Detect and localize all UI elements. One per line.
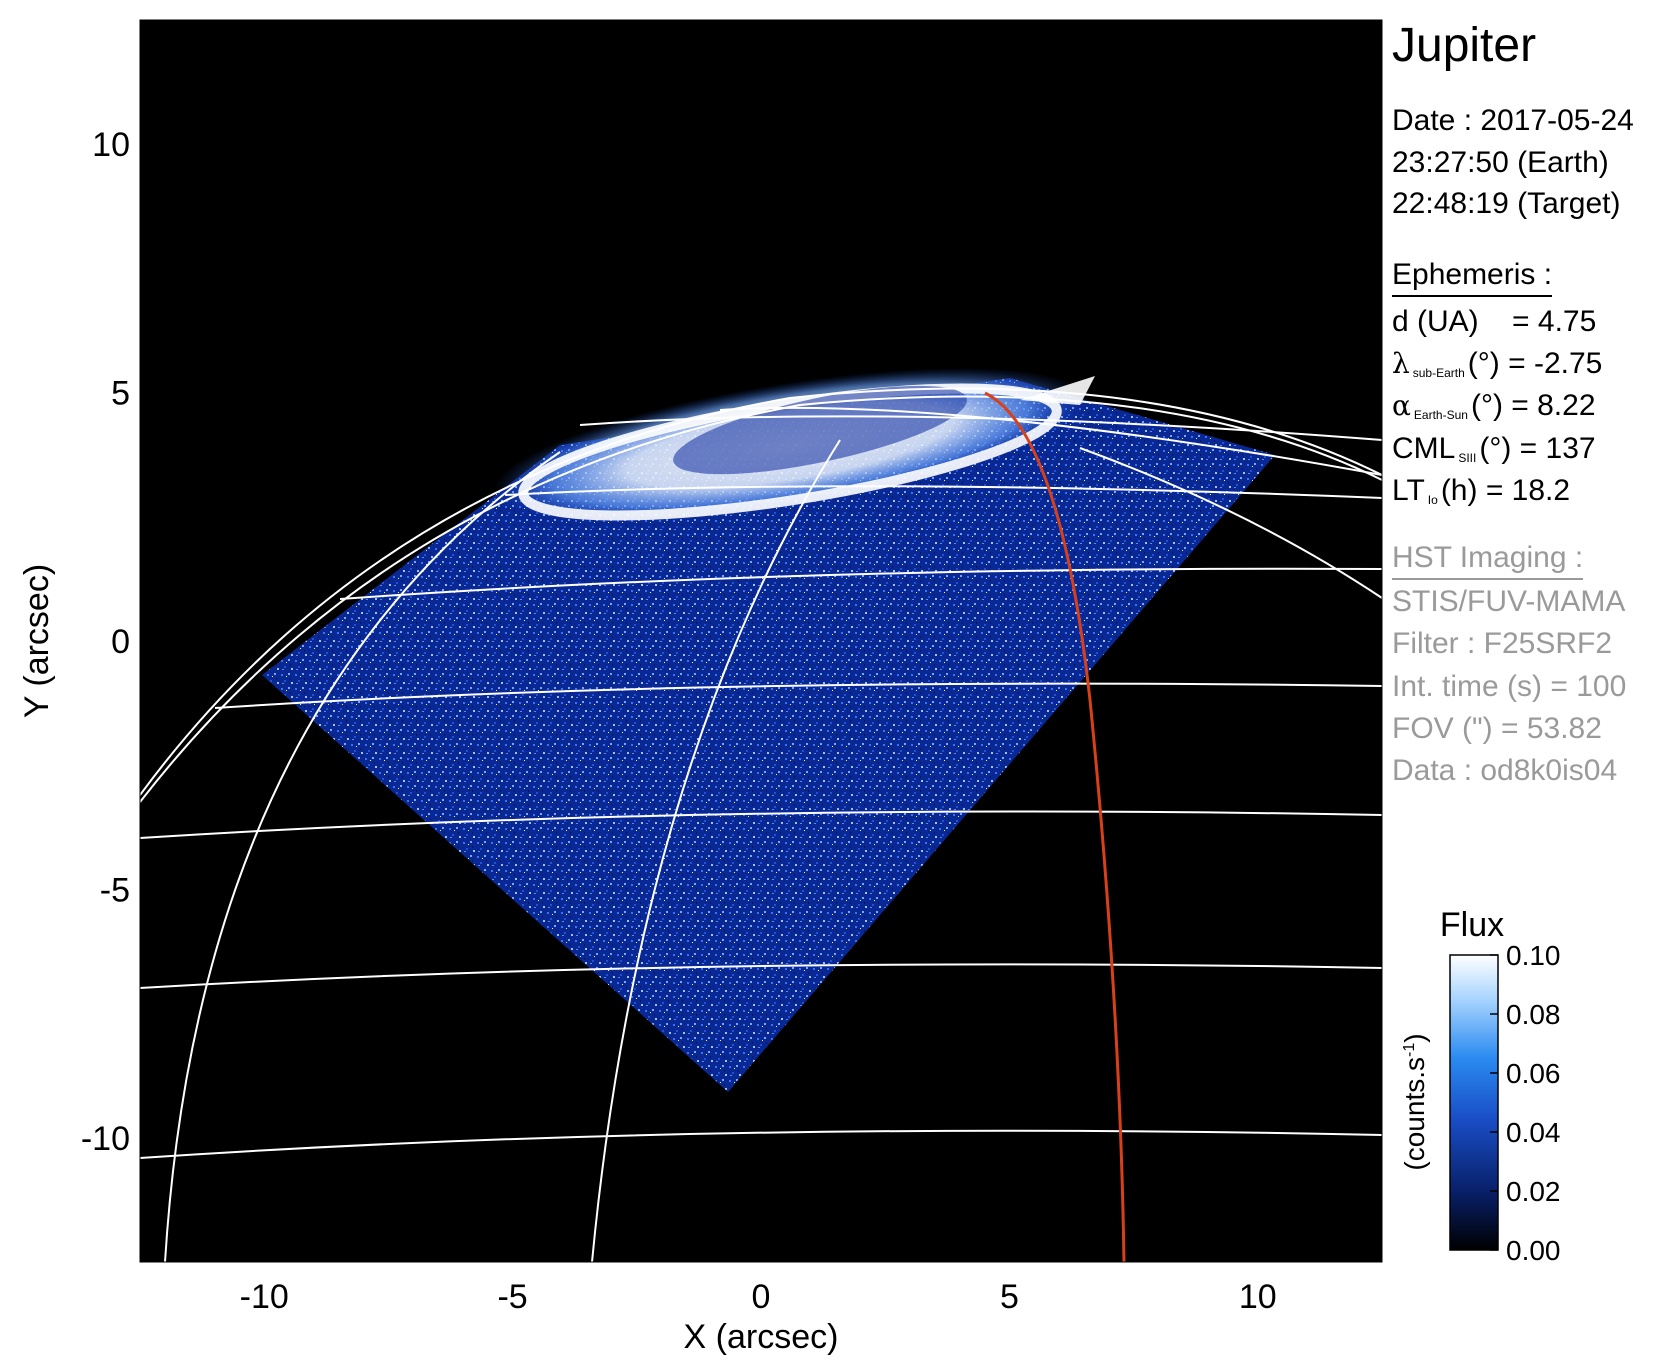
x-tick-label: 0 [752, 1278, 771, 1316]
earth-time: 23:27:50 (Earth) [1392, 146, 1609, 179]
colorbar [1449, 954, 1499, 1251]
ephemeris-sub-earth-latitude: λ sub-Earth (°) = -2.75 [1392, 347, 1603, 380]
hst-int-time: Int. time (s) = 100 [1392, 670, 1627, 703]
x-axis-label: X (arcsec) [684, 1318, 839, 1356]
y-tick-label: 10 [92, 126, 130, 164]
x-tick-label: 5 [1000, 1278, 1019, 1316]
hst-header: HST Imaging : [1392, 541, 1584, 580]
x-tick-label: 10 [1239, 1278, 1277, 1316]
colorbar-tick-label: 0.02 [1506, 1176, 1561, 1207]
target-time: 22:48:19 (Target) [1392, 187, 1621, 220]
hst-data-id: Data : od8k0is04 [1392, 754, 1618, 787]
colorbar-tick-label: 0.06 [1506, 1058, 1561, 1089]
y-axis-label: Y (arcsec) [18, 564, 56, 718]
ephemeris-io-local-time: LT Io (h) = 18.2 [1392, 474, 1571, 507]
colorbar-tick-label: 0.04 [1506, 1117, 1561, 1148]
colorbar-tick-label: 0.00 [1506, 1235, 1561, 1266]
ephemeris-distance: d (UA) = 4.75 [1392, 305, 1597, 338]
colorbar-ticks: 0.10 0.08 0.06 0.04 0.02 0.00 [1490, 940, 1561, 1266]
hst-filter: Filter : F25SRF2 [1392, 627, 1613, 660]
y-tick-label: -10 [81, 1120, 130, 1158]
ephemeris-phase-angle: α Earth-Sun (°) = 8.22 [1392, 389, 1596, 422]
x-axis: -10 -5 0 5 10 [240, 1278, 1277, 1316]
emission-swath [262, 378, 1275, 1092]
y-tick-label: 0 [111, 623, 130, 661]
colorbar-unit: (counts.s-1) [1399, 1033, 1430, 1170]
ephemeris-header: Ephemeris : [1392, 258, 1553, 297]
y-tick-label: 5 [111, 375, 130, 413]
hst-instrument: STIS/FUV-MAMA [1392, 585, 1626, 618]
x-tick-label: -10 [240, 1278, 289, 1316]
io-footpath [984, 391, 1126, 1262]
ephemeris-cml: CML SIII (°) = 137 [1392, 432, 1596, 465]
hst-fov: FOV (") = 53.82 [1392, 712, 1602, 745]
x-tick-label: -5 [497, 1278, 527, 1316]
colorbar-tick-label: 0.08 [1506, 999, 1561, 1030]
target-name: Jupiter [1392, 19, 1537, 72]
colorbar-tick-label: 0.10 [1506, 940, 1561, 971]
date-line: Date : 2017-05-24 [1392, 104, 1634, 137]
colorbar-title: Flux [1440, 906, 1504, 944]
y-tick-label: -5 [100, 871, 130, 909]
y-axis: 10 5 0 -5 -10 [81, 126, 130, 1158]
latitude-grid [140, 406, 1382, 1159]
longitude-grid [140, 387, 1382, 1262]
